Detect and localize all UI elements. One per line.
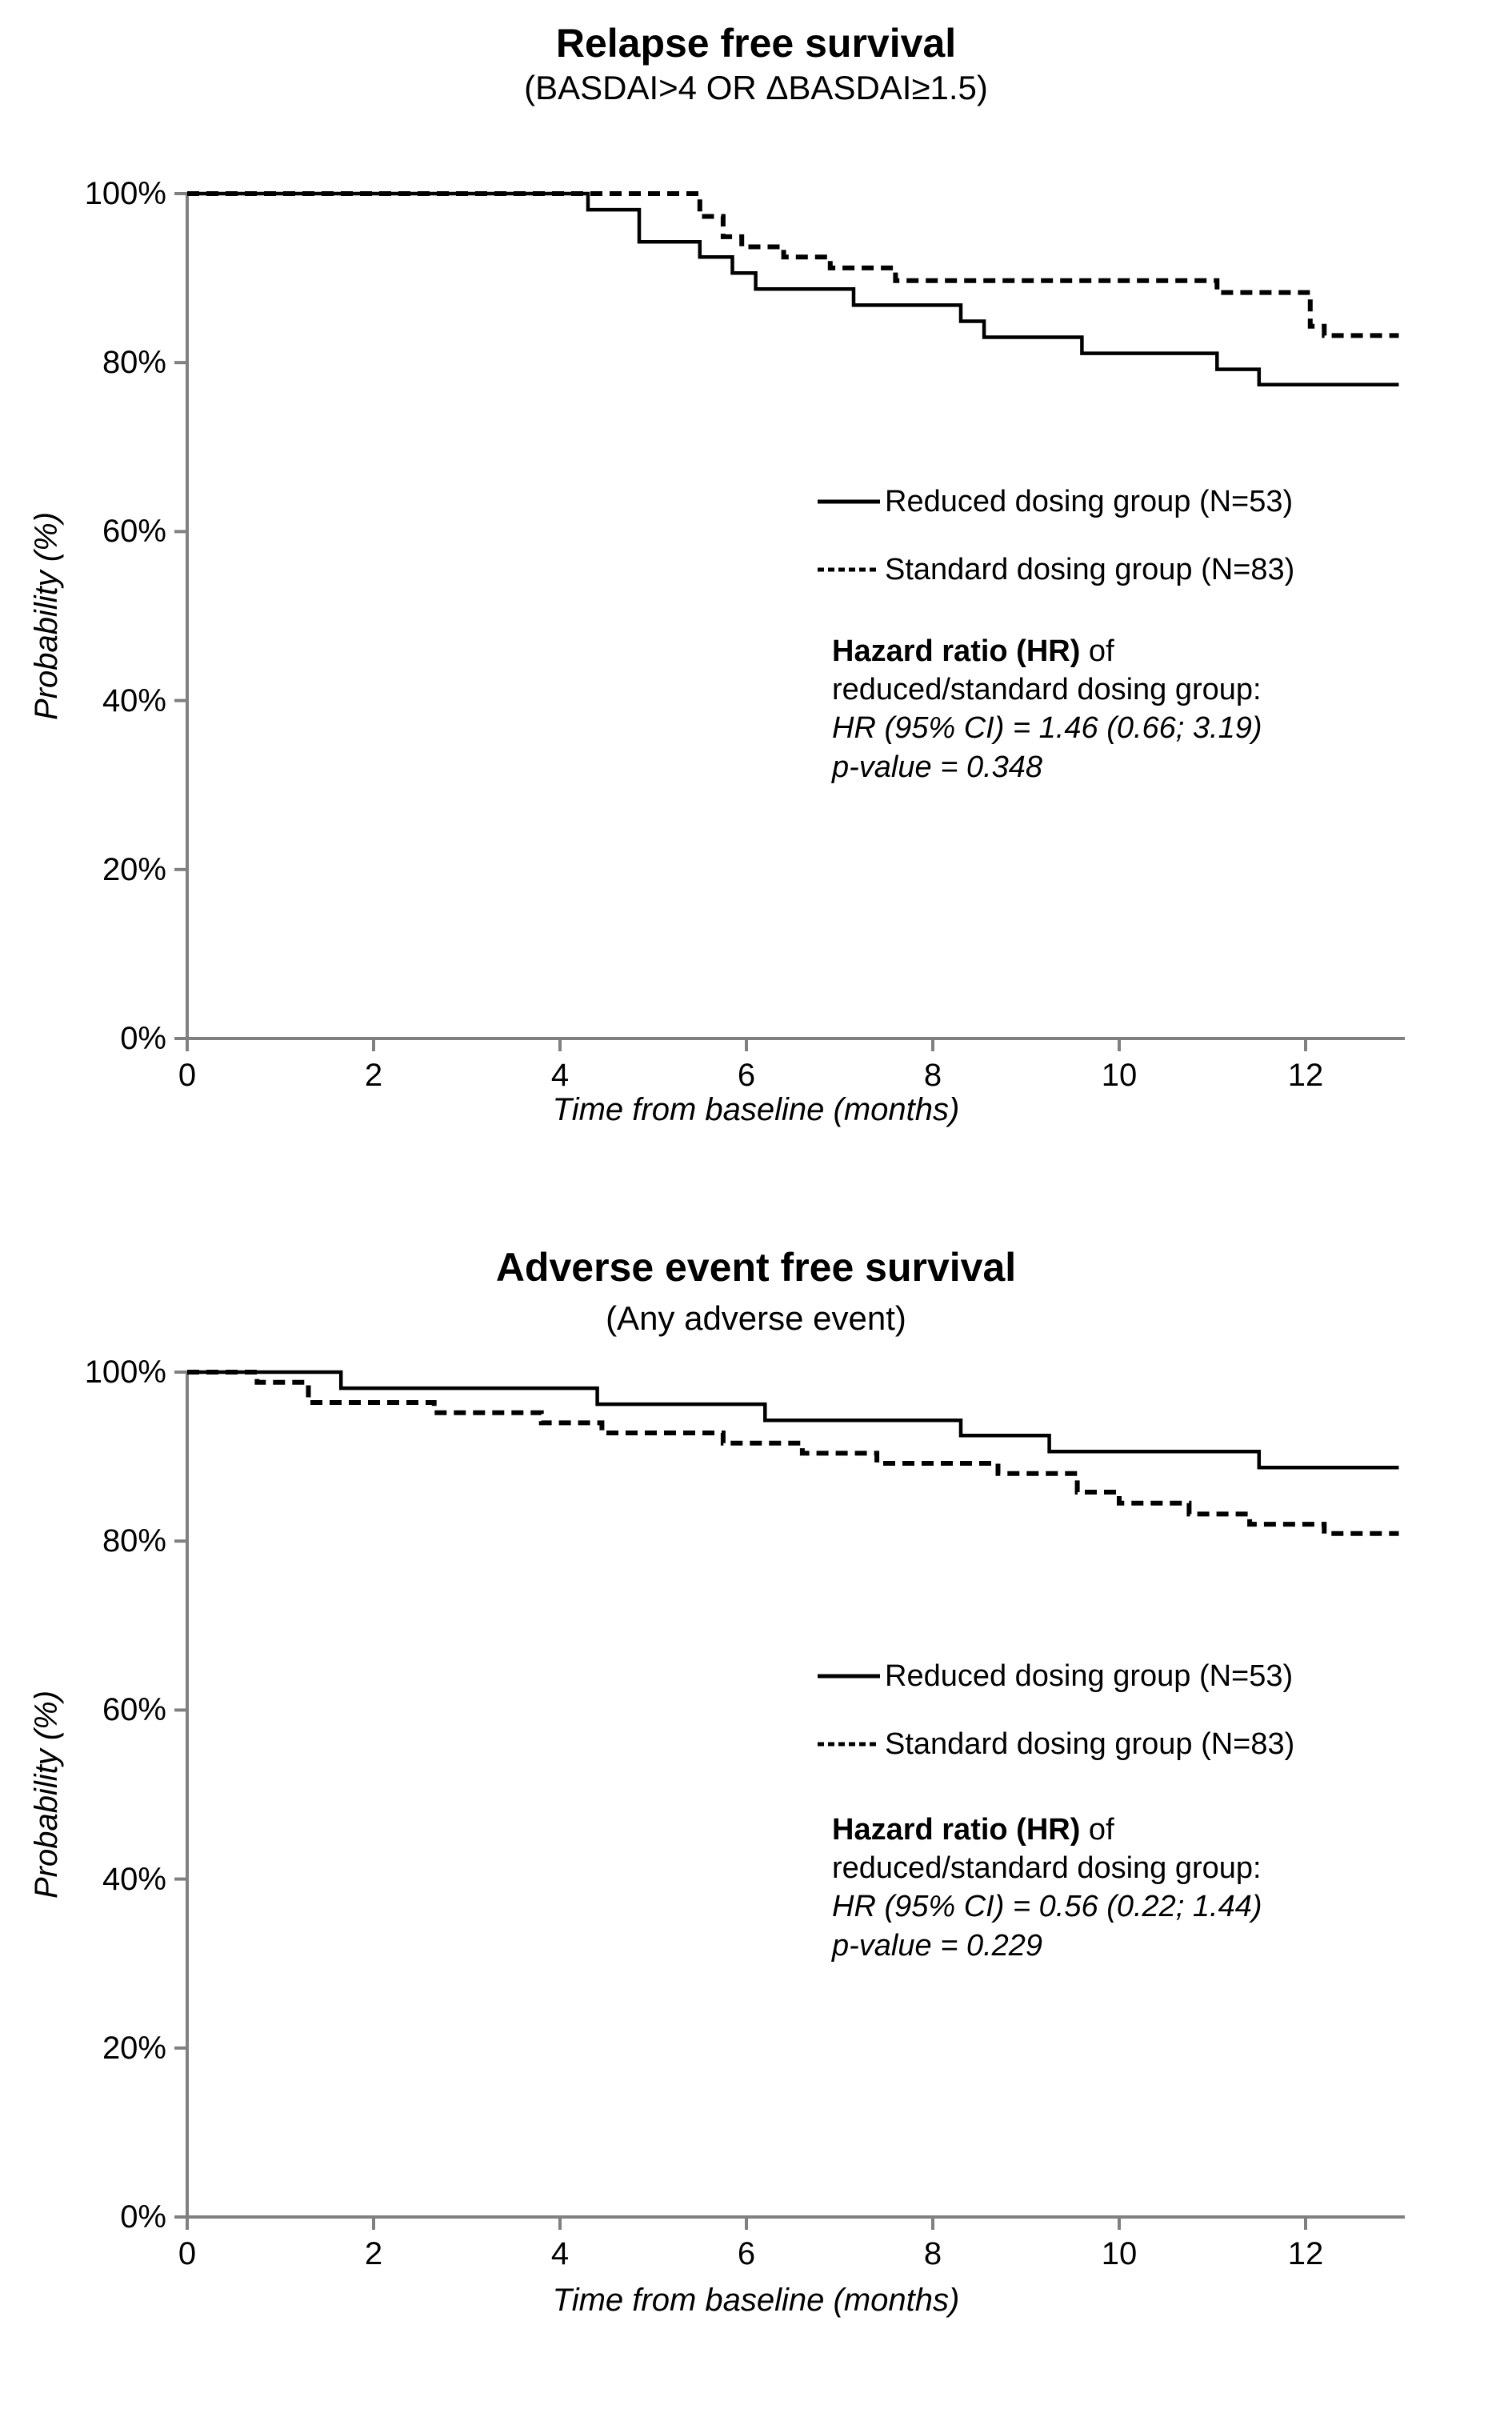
chart2-y-axis-title: Probability (%) [29, 1690, 64, 1899]
chart1-y-tick-label: 0% [120, 1021, 166, 1056]
chart1-legend-dashed-line-swatch [818, 567, 880, 572]
chart2-y-tick-label: 100% [84, 1355, 166, 1390]
chart1-legend-solid-line-swatch [818, 499, 880, 504]
chart2-hazard-ratio-line2: reduced/standard dosing group: [832, 1851, 1262, 1885]
chart2-x-tick-label: 0 [178, 2236, 197, 2271]
chart2-hazard-ratio-heading: Hazard ratio (HR) of [832, 1811, 1114, 1849]
chart2-x-tick-label: 10 [1101, 2236, 1138, 2271]
chart2-y-tick-label: 80% [102, 1523, 166, 1559]
chart1-y-tick-label: 40% [102, 682, 166, 718]
chart1-y-axis-title: Probability (%) [29, 511, 64, 721]
chart1-legend-item-reduced: Reduced dosing group (N=53) [885, 485, 1294, 518]
chart2-x-tick-label: 8 [923, 2236, 942, 2271]
chart1-subtitle: (BASDAI>4 OR ΔBASDAI≥1.5) [524, 69, 988, 106]
chart1-x-tick-label: 12 [1287, 1058, 1324, 1093]
chart1-title: Relapse free survival [555, 21, 957, 66]
chart2-x-axis-title: Time from baseline (months) [552, 2283, 960, 2318]
chart2-y-tick-label: 40% [102, 1861, 166, 1897]
chart2-x-tick-label: 6 [737, 2236, 756, 2271]
chart2-y-tick-label: 20% [102, 2030, 166, 2066]
chart2-x-tick-label: 4 [550, 2236, 570, 2271]
chart1-hazard-ratio-line2: reduced/standard dosing group: [832, 673, 1262, 706]
chart2-legend-item-standard: Standard dosing group (N=83) [885, 1727, 1295, 1761]
chart1-x-tick-label: 4 [550, 1058, 570, 1093]
chart2-y-tick-label: 0% [120, 2199, 166, 2235]
chart1-survival-curve-solid [187, 191, 1399, 386]
chart2-hazard-ratio-bold: Hazard ratio (HR) [832, 1813, 1081, 1847]
chart1-x-tick-label: 8 [923, 1058, 942, 1093]
chart2-legend-dashed-line-swatch [818, 1742, 880, 1747]
chart1-survival-curve-dashed [187, 191, 1399, 338]
chart1-axis-line [186, 194, 1405, 1040]
chart2-survival-curve-dashed [187, 1370, 1399, 1536]
chart1-x-tick-label: 0 [178, 1058, 197, 1093]
chart1-y-tick-label: 60% [102, 514, 166, 550]
chart1-hazard-ratio-rest: of [1080, 634, 1114, 668]
chart2-x-tick-label: 2 [364, 2236, 383, 2271]
chart2-x-tick-label: 12 [1287, 2236, 1324, 2271]
chart2-axis-line [186, 1372, 1405, 2219]
chart2-p-value: p-value = 0.229 [832, 1929, 1043, 1963]
chart1-x-axis-title: Time from baseline (months) [552, 1092, 960, 1127]
chart1-y-tick-label: 100% [84, 176, 166, 211]
chart1-hazard-ratio-heading: Hazard ratio (HR) of [832, 633, 1114, 670]
chart2-hr-value: HR (95% CI) = 0.56 (0.22; 1.44) [832, 1890, 1262, 1923]
chart1-x-tick-label: 6 [737, 1058, 756, 1093]
chart2-legend-solid-line-swatch [818, 1674, 880, 1679]
chart1-y-tick-label: 20% [102, 851, 166, 887]
chart1-x-tick-label: 10 [1101, 1058, 1138, 1093]
chart2-survival-curve-solid [187, 1370, 1399, 1470]
chart1-p-value: p-value = 0.348 [832, 750, 1043, 784]
chart1-x-tick-label: 2 [364, 1058, 383, 1093]
chart1-hazard-ratio-bold: Hazard ratio (HR) [832, 634, 1081, 668]
chart2-subtitle: (Any adverse event) [606, 1299, 906, 1337]
chart2-y-tick-label: 60% [102, 1692, 166, 1728]
chart2-legend-item-reduced: Reduced dosing group (N=53) [885, 1659, 1294, 1693]
chart1-y-tick-label: 80% [102, 345, 166, 381]
chart1-hr-value: HR (95% CI) = 1.46 (0.66; 3.19) [832, 711, 1262, 745]
chart1-legend-item-standard: Standard dosing group (N=83) [885, 553, 1295, 586]
chart2-hazard-ratio-rest: of [1080, 1813, 1114, 1847]
chart2-title: Adverse event free survival [495, 1245, 1017, 1290]
